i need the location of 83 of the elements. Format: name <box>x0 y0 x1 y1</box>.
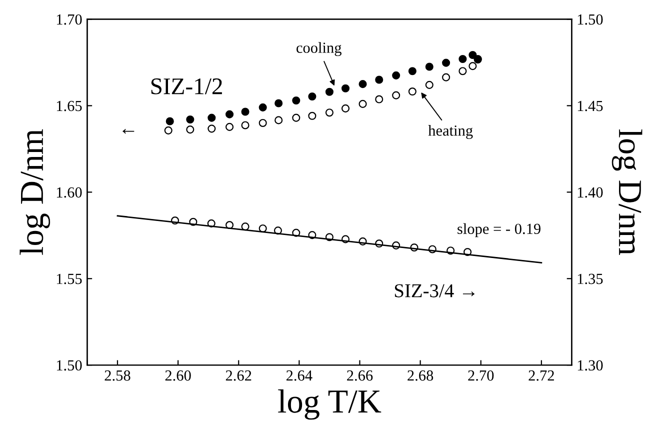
point <box>325 108 334 117</box>
point <box>442 73 450 82</box>
point <box>358 80 367 88</box>
point <box>308 92 316 101</box>
point <box>241 108 250 116</box>
point <box>171 216 180 225</box>
x-axis-title: log T/K <box>278 389 382 420</box>
point <box>375 76 384 84</box>
point <box>410 243 418 252</box>
point <box>226 220 234 230</box>
point <box>442 58 450 67</box>
point <box>375 239 384 248</box>
point <box>258 103 267 112</box>
point <box>458 54 467 64</box>
y-axis-title: log D/nm <box>20 129 50 255</box>
point <box>186 126 194 134</box>
point <box>186 115 194 124</box>
point <box>425 80 434 89</box>
point <box>408 87 416 96</box>
x-tick-label: 2.72 <box>528 370 554 381</box>
point <box>226 122 234 131</box>
annotation: slope = - 0.19 <box>458 223 540 238</box>
point <box>207 219 216 228</box>
y-tick-label: 1.55 <box>56 274 82 284</box>
point <box>341 235 350 244</box>
point <box>468 50 477 60</box>
annotation: ← <box>122 129 134 134</box>
point <box>189 218 198 226</box>
point <box>358 100 367 108</box>
y2-tick-label: 1.35 <box>578 274 603 284</box>
point <box>241 222 250 231</box>
point <box>325 233 334 242</box>
point <box>308 112 316 120</box>
point <box>458 67 467 76</box>
point <box>164 126 172 134</box>
x-tick-label: 2.58 <box>104 370 130 381</box>
point <box>341 84 350 92</box>
x-tick-label: 2.70 <box>468 370 494 381</box>
point <box>258 224 267 232</box>
y2-tick-label: 1.45 <box>578 100 603 112</box>
point <box>392 71 400 80</box>
point <box>341 104 350 112</box>
point <box>358 237 367 246</box>
y2-tick-label: 1.50 <box>578 14 603 25</box>
point <box>464 248 472 256</box>
y-tick-label: 1.65 <box>56 100 82 112</box>
point <box>392 241 400 250</box>
point <box>375 95 384 104</box>
point <box>428 245 436 254</box>
y2-tick-label: 1.40 <box>578 187 603 198</box>
point <box>292 228 300 237</box>
x-tick-label: 2.66 <box>347 370 373 381</box>
y2-tick-label: 1.30 <box>578 360 603 371</box>
point <box>166 117 174 126</box>
point <box>468 62 477 70</box>
point <box>226 110 234 118</box>
annotation: cooling <box>296 42 342 56</box>
point <box>241 121 250 130</box>
y2-axis-title: log D/nm <box>612 129 642 256</box>
point <box>425 62 434 71</box>
point <box>274 99 283 108</box>
point <box>392 91 400 100</box>
point <box>274 226 282 235</box>
point <box>308 231 316 240</box>
x-tick-label: 2.64 <box>286 370 312 381</box>
point <box>292 96 300 105</box>
x-tick-label: 2.68 <box>408 370 434 381</box>
x-tick-label: 2.62 <box>226 370 252 381</box>
point <box>292 114 300 122</box>
x-tick-label: 2.60 <box>165 370 191 381</box>
y-tick-label: 1.70 <box>56 14 82 25</box>
y-tick-label: 1.60 <box>56 187 82 198</box>
point <box>208 114 216 122</box>
y-tick-label: 1.50 <box>56 360 82 371</box>
point <box>325 88 334 96</box>
point <box>258 118 267 128</box>
point <box>274 116 283 124</box>
point <box>446 246 455 255</box>
point <box>408 67 416 76</box>
annotation: heating <box>428 125 473 139</box>
annotation: SIZ-3/4 → <box>394 284 474 298</box>
point <box>208 124 216 133</box>
annotation: SIZ-1/2 <box>151 78 222 94</box>
